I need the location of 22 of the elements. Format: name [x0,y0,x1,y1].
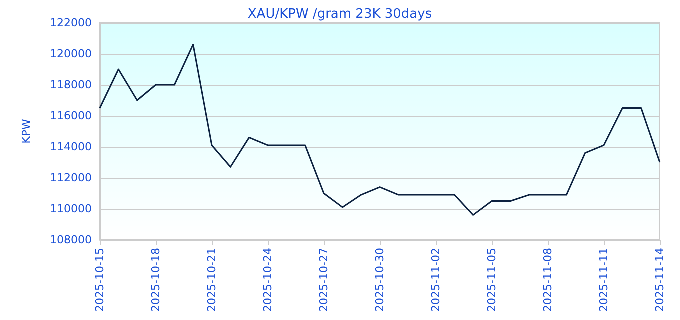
x-tick-label: 2025-11-08 [542,248,554,312]
y-tick-label: 116000 [50,110,92,122]
y-axis-title: KPW [20,119,33,144]
x-tick-label: 2025-10-18 [150,248,162,312]
y-tick-label: 114000 [50,140,92,154]
y-tick-label: 122000 [50,16,92,30]
x-tick-label: 2025-11-05 [486,248,498,312]
x-tick-label: 2025-10-15 [94,248,106,312]
x-tick-label: 2025-10-30 [374,248,386,312]
line-series [99,44,661,216]
x-tick-label: 2025-10-27 [318,248,330,312]
chart-title: XAU/KPW /gram 23K 30days [248,7,432,22]
x-tick-label: 2025-11-11 [598,248,610,312]
x-tick-label: 2025-10-24 [262,248,274,312]
x-tick-label: 2025-10-21 [206,248,218,312]
y-tick-label: 112000 [50,172,92,184]
y-tick-label: 118000 [50,78,92,92]
x-tick-label: 2025-11-14 [654,248,666,312]
x-tick-label: 2025-11-02 [430,248,442,312]
y-tick-label: 108000 [50,234,92,246]
y-tick-label: 110000 [50,202,92,216]
y-tick-label: 120000 [50,48,92,60]
